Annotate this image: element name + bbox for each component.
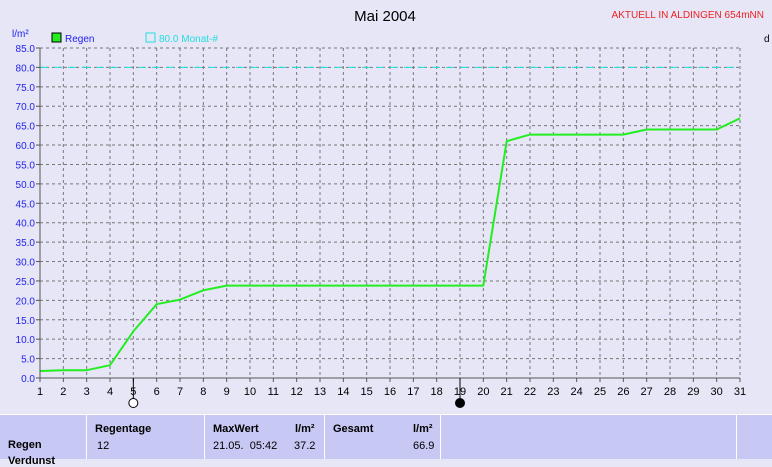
y-tick-label: 40.0 bbox=[16, 219, 36, 230]
maxwert-label: MaxWert bbox=[213, 423, 259, 435]
legend-swatch-regen[interactable] bbox=[51, 32, 62, 43]
y-tick-label: 35.0 bbox=[16, 238, 36, 249]
y-tick-label: 10.0 bbox=[16, 335, 36, 346]
regentage-label: Regentage bbox=[95, 423, 152, 435]
y-tick-label: 65.0 bbox=[16, 122, 36, 133]
y-tick-label: 70.0 bbox=[16, 102, 36, 113]
grid bbox=[40, 47, 741, 378]
x-tick-label: 4 bbox=[107, 386, 113, 398]
x-tick-labels: 1234567891011121314151617181920212223242… bbox=[37, 378, 746, 398]
x-tick-label: 12 bbox=[291, 386, 303, 398]
gesamt-unit: l/m² bbox=[413, 423, 433, 435]
x-tick-label: 17 bbox=[407, 386, 419, 398]
x-tick-label: 21 bbox=[501, 386, 513, 398]
series-layer bbox=[39, 117, 741, 372]
legend-swatch-monthly-reference[interactable] bbox=[145, 32, 156, 43]
y-tick-label: 60.0 bbox=[16, 141, 36, 152]
x-tick-label: 8 bbox=[200, 386, 206, 398]
chart-title: Mai 2004 bbox=[354, 8, 416, 25]
x-tick-label: 1 bbox=[37, 386, 43, 398]
y-tick-label: 0.0 bbox=[21, 374, 35, 385]
x-tick-label: 9 bbox=[224, 386, 230, 398]
empty-cell-edge bbox=[736, 415, 772, 459]
x-tick-label: 6 bbox=[154, 386, 160, 398]
x-tick-label: 14 bbox=[337, 386, 349, 398]
y-tick-label: 80.0 bbox=[16, 63, 36, 74]
y-tick-label: 15.0 bbox=[16, 316, 36, 327]
x-tick-label: 7 bbox=[177, 386, 183, 398]
y-tick-label: 5.0 bbox=[21, 355, 35, 366]
statistics-panel: Regen Verdunst Regentage 12 MaxWert l/m²… bbox=[0, 414, 772, 467]
x-tick-label: 24 bbox=[571, 386, 583, 398]
regentage-value: 12 bbox=[97, 440, 110, 452]
y-tick-label: 30.0 bbox=[16, 258, 36, 269]
x-tick-label: 31 bbox=[734, 386, 746, 398]
x-tick-label: 2 bbox=[60, 386, 66, 398]
x-tick-label: 3 bbox=[84, 386, 90, 398]
x-tick-label: 23 bbox=[547, 386, 559, 398]
y-tick-labels: 0.0 5.0 10.0 15.0 20.0 25.0 30.0 35.0 40.0 45.0 50… bbox=[16, 44, 40, 385]
y-tick-label: 85.0 bbox=[16, 44, 36, 55]
x-tick-label: 15 bbox=[361, 386, 373, 398]
x-tick-label: 26 bbox=[617, 386, 629, 398]
x-tick-label: 22 bbox=[524, 386, 536, 398]
y-tick-label: 55.0 bbox=[16, 160, 36, 171]
regentage-cell: Regentage 12 bbox=[86, 415, 205, 459]
x-tick-label: 25 bbox=[594, 386, 606, 398]
y-tick-label: 50.0 bbox=[16, 180, 36, 191]
gesamt-value: 66.9 bbox=[413, 440, 435, 452]
row-label-regen: Regen bbox=[8, 439, 42, 451]
empty-cell bbox=[440, 415, 737, 459]
new-moon-icon bbox=[455, 398, 465, 408]
x-tick-label: 13 bbox=[314, 386, 326, 398]
right-axis-label: d bbox=[764, 34, 770, 45]
gesamt-label: Gesamt bbox=[333, 423, 374, 435]
location-banner: AKTUELL IN ALDINGEN 654mNN bbox=[612, 10, 764, 21]
x-tick-label: 20 bbox=[477, 386, 489, 398]
x-tick-label: 18 bbox=[431, 386, 443, 398]
moon-phase-markers bbox=[128, 378, 465, 408]
x-tick-label: 27 bbox=[641, 386, 653, 398]
maxwert-unit: l/m² bbox=[295, 423, 315, 435]
y-tick-label: 45.0 bbox=[16, 199, 36, 210]
legend-label-regen: Regen bbox=[65, 34, 94, 45]
legend: Regen 80.0 Monat-# bbox=[51, 32, 218, 45]
x-tick-label: 28 bbox=[664, 386, 676, 398]
row-label-next: Verdunst bbox=[8, 455, 56, 467]
x-tick-label: 10 bbox=[244, 386, 256, 398]
y-axis-label: l/m² bbox=[12, 29, 29, 40]
gesamt-cell: Gesamt l/m² 66.9 bbox=[324, 415, 441, 459]
x-tick-label: 11 bbox=[268, 386, 279, 398]
x-tick-label: 29 bbox=[687, 386, 699, 398]
maxwert-value: 37.2 bbox=[294, 440, 316, 452]
x-tick-label: 16 bbox=[384, 386, 396, 398]
rain-chart: 0.0 5.0 10.0 15.0 20.0 25.0 30.0 35.0 40.0 45.0 50… bbox=[12, 8, 770, 408]
legend-label-monthly-reference: 80.0 Monat-# bbox=[159, 34, 218, 45]
y-tick-label: 20.0 bbox=[16, 296, 36, 307]
maxwert-datetime: 21.05. 05:42 bbox=[213, 440, 278, 452]
y-tick-label: 25.0 bbox=[16, 277, 36, 288]
maxwert-cell: MaxWert l/m² 21.05. 05:42 37.2 bbox=[204, 415, 325, 459]
series-line-regen bbox=[39, 117, 741, 372]
full-moon-icon bbox=[128, 398, 139, 408]
y-tick-label: 75.0 bbox=[16, 83, 36, 94]
x-tick-label: 30 bbox=[711, 386, 723, 398]
